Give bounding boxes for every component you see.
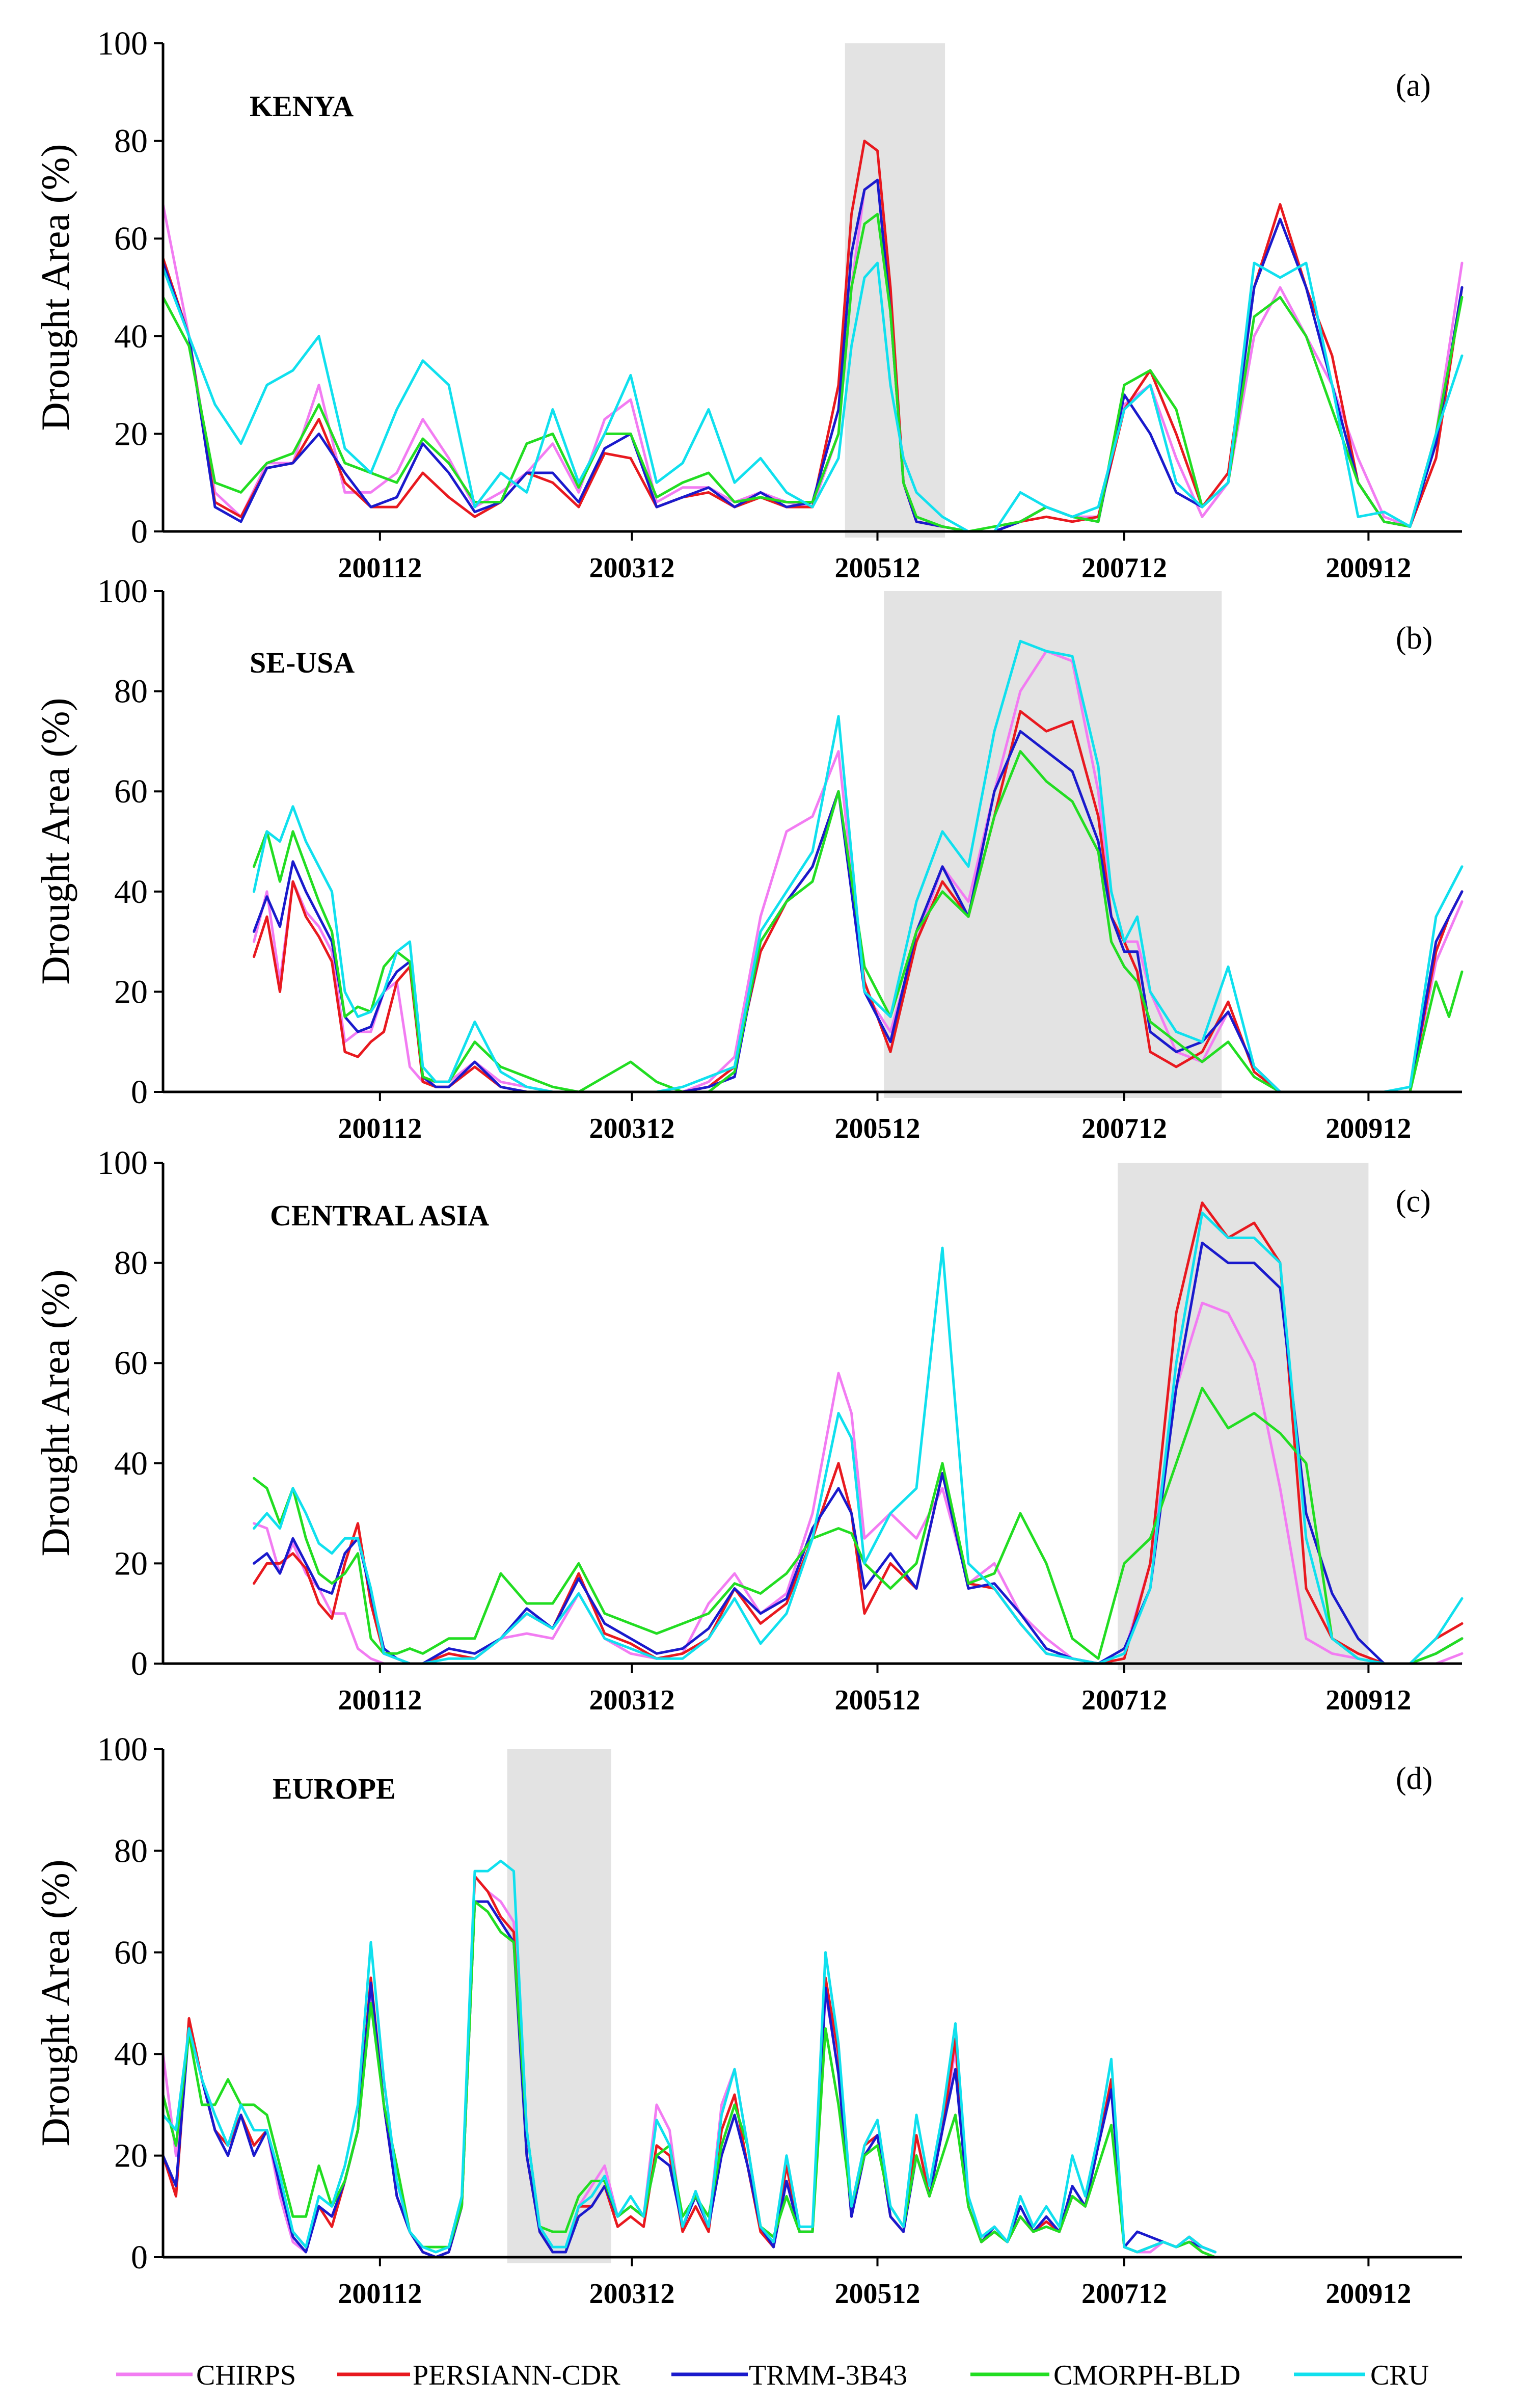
x-tick-label-200912-a: 200912 bbox=[1325, 552, 1411, 584]
x-tick-label-200112-d: 200112 bbox=[338, 2278, 422, 2310]
x-tick-label-200312-b: 200312 bbox=[589, 1113, 675, 1144]
panel-label-c: (c) bbox=[1396, 1184, 1431, 1219]
legend-label-chirps: CHIRPS bbox=[196, 2360, 296, 2391]
y-tick-label-60-c: 60 bbox=[114, 1345, 148, 1382]
legend: CHIRPS PERSIANN-CDR TRMM-3B43 CMORPH-BLD… bbox=[116, 2360, 1429, 2391]
legend-item-trmm-3b43: TRMM-3B43 bbox=[671, 2360, 907, 2391]
y-tick-label-20-a: 20 bbox=[114, 415, 148, 452]
series-line-cru-d bbox=[161, 1859, 1216, 2254]
series-line-cmorph-bld-c bbox=[253, 1386, 1464, 1665]
panel-label-b: (b) bbox=[1396, 621, 1432, 656]
y-tick-label-0-b: 0 bbox=[131, 1074, 148, 1111]
x-tick-label-200112-c: 200112 bbox=[338, 1684, 422, 1716]
x-tick-label-200712-a: 200712 bbox=[1081, 552, 1167, 584]
y-tick-label-40-a: 40 bbox=[114, 318, 148, 355]
panel-c-central-asia: 0 20 40 60 80 100 200112 200312 200512 200712 2009… bbox=[33, 1144, 1464, 1716]
y-axis-label-a: Drought Area (%) bbox=[33, 144, 77, 431]
region-label-central-asia: CENTRAL ASIA bbox=[270, 1199, 489, 1232]
panel-a-kenya: 0 20 40 60 80 100 200112 200312 200512 200712 2009… bbox=[33, 25, 1464, 584]
legend-item-cru: CRU bbox=[1294, 2360, 1429, 2391]
legend-item-chirps: CHIRPS bbox=[116, 2360, 296, 2391]
y-tick-label-20-b: 20 bbox=[114, 973, 148, 1010]
y-tick-label-60-a: 60 bbox=[114, 220, 148, 257]
x-tick-label-200112-a: 200112 bbox=[338, 552, 422, 584]
region-label-europe: EUROPE bbox=[273, 1772, 396, 1805]
y-tick-label-40-b: 40 bbox=[114, 873, 148, 911]
y-tick-label-80-a: 80 bbox=[114, 123, 148, 160]
y-tick-label-40-d: 40 bbox=[114, 2036, 148, 2073]
series-line-persiann-cdr-d bbox=[161, 1875, 1216, 2259]
y-tick-label-80-d: 80 bbox=[114, 1832, 148, 1869]
y-tick-label-100-b: 100 bbox=[97, 573, 148, 610]
y-tick-label-100-c: 100 bbox=[97, 1144, 148, 1182]
legend-label-cmorph-bld: CMORPH-BLD bbox=[1053, 2360, 1240, 2391]
y-tick-label-60-d: 60 bbox=[114, 1934, 148, 1971]
x-tick-label-200912-d: 200912 bbox=[1325, 2278, 1411, 2310]
y-tick-label-20-c: 20 bbox=[114, 1545, 148, 1582]
series-line-chirps-c bbox=[253, 1301, 1464, 1665]
y-tick-label-80-b: 80 bbox=[114, 673, 148, 710]
region-label-kenya: KENYA bbox=[250, 90, 354, 123]
series-line-cru-a bbox=[161, 261, 1464, 533]
y-axis-label-d: Drought Area (%) bbox=[33, 1859, 77, 2146]
y-tick-label-0-d: 0 bbox=[131, 2239, 148, 2276]
x-tick-label-200312-c: 200312 bbox=[589, 1684, 675, 1716]
drought-period-shade-a bbox=[845, 43, 945, 538]
panel-label-a: (a) bbox=[1396, 68, 1431, 103]
y-tick-label-80-c: 80 bbox=[114, 1245, 148, 1282]
y-tick-label-0-a: 0 bbox=[131, 513, 148, 550]
series-line-cmorph-bld-b bbox=[253, 750, 1464, 1093]
x-tick-label-200512-b: 200512 bbox=[835, 1113, 921, 1144]
x-tick-label-200312-d: 200312 bbox=[589, 2278, 675, 2310]
x-tick-label-200112-b: 200112 bbox=[338, 1113, 422, 1144]
x-tick-label-200912-c: 200912 bbox=[1325, 1684, 1411, 1716]
x-tick-label-200712-d: 200712 bbox=[1081, 2278, 1167, 2310]
legend-label-persiann-cdr: PERSIANN-CDR bbox=[413, 2360, 620, 2391]
panel-d-europe: 0 20 40 60 80 100 200112 200312 200512 200712 2009… bbox=[33, 1731, 1462, 2310]
legend-item-cmorph-bld: CMORPH-BLD bbox=[970, 2360, 1240, 2391]
region-label-se-usa: SE-USA bbox=[250, 646, 355, 679]
legend-label-cru: CRU bbox=[1370, 2360, 1429, 2391]
y-axis-label-b: Drought Area (%) bbox=[33, 698, 77, 984]
x-tick-label-200712-c: 200712 bbox=[1081, 1684, 1167, 1716]
x-tick-label-200912-b: 200912 bbox=[1325, 1113, 1411, 1144]
x-tick-label-200712-b: 200712 bbox=[1081, 1113, 1167, 1144]
drought-period-shade-c bbox=[1118, 1163, 1369, 1670]
x-tick-label-200512-a: 200512 bbox=[835, 552, 921, 584]
y-axis-label-c: Drought Area (%) bbox=[33, 1269, 77, 1556]
legend-item-persiann-cdr: PERSIANN-CDR bbox=[337, 2360, 620, 2391]
series-line-trmm-3b43-b bbox=[253, 730, 1464, 1093]
legend-label-trmm-3b43: TRMM-3B43 bbox=[749, 2360, 907, 2391]
y-tick-label-60-b: 60 bbox=[114, 773, 148, 810]
y-tick-label-20-d: 20 bbox=[114, 2137, 148, 2175]
x-tick-label-200512-c: 200512 bbox=[835, 1684, 921, 1716]
series-line-cru-c bbox=[253, 1211, 1464, 1665]
y-tick-label-0-c: 0 bbox=[131, 1645, 148, 1682]
panel-label-d: (d) bbox=[1396, 1761, 1432, 1796]
drought-period-shade-d bbox=[507, 1749, 611, 2263]
series-line-cru-b bbox=[253, 639, 1464, 1093]
x-tick-label-200312-a: 200312 bbox=[589, 552, 675, 584]
y-tick-label-100-a: 100 bbox=[97, 25, 148, 62]
y-tick-label-100-d: 100 bbox=[97, 1731, 148, 1768]
y-tick-label-40-c: 40 bbox=[114, 1445, 148, 1482]
panel-b-se-usa: 0 20 40 60 80 100 200112 200312 200512 200712 2009… bbox=[33, 573, 1464, 1144]
x-tick-label-200512-d: 200512 bbox=[835, 2278, 921, 2310]
